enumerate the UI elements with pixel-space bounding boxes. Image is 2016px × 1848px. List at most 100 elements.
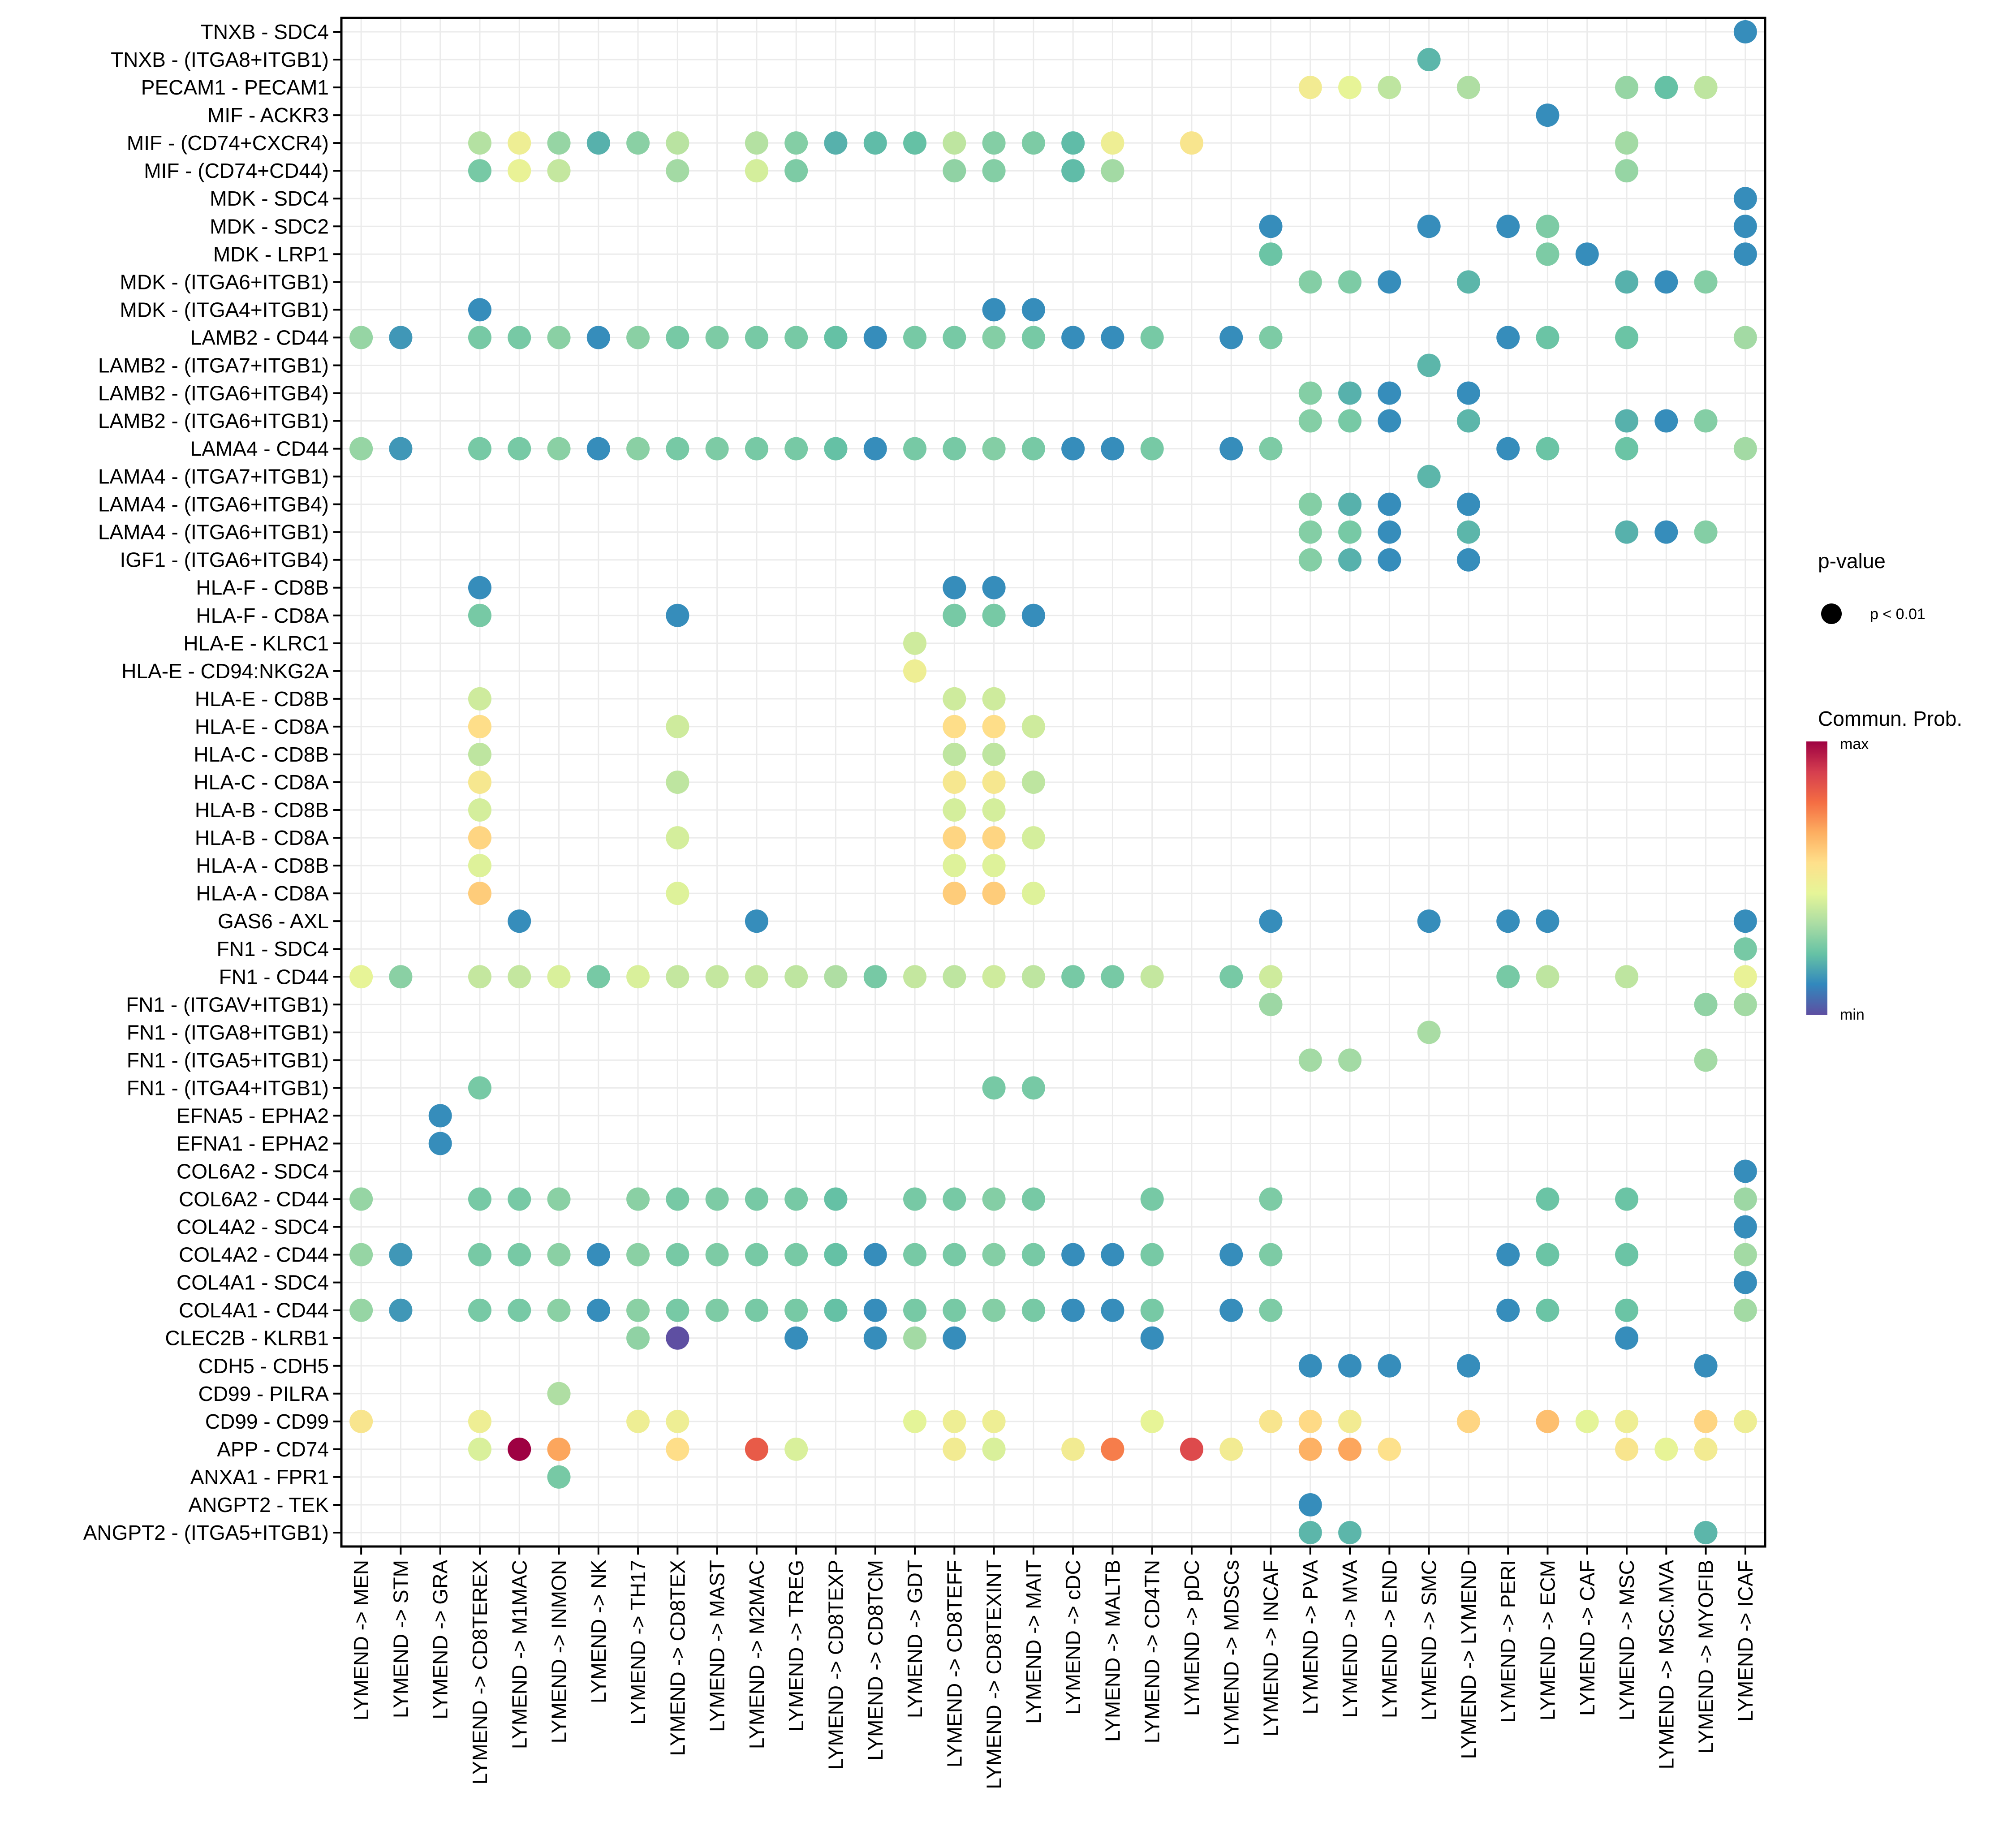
data-point: [943, 1187, 966, 1211]
data-point: [824, 1243, 848, 1266]
x-tick-label: LYMEND -> CAF: [1576, 1560, 1599, 1716]
data-point: [982, 1298, 1006, 1322]
data-point: [1536, 1409, 1559, 1433]
data-point: [1456, 1409, 1480, 1433]
data-point: [349, 1243, 373, 1266]
data-point: [1654, 76, 1678, 99]
data-point: [1061, 1243, 1085, 1266]
data-point: [903, 131, 927, 155]
data-point: [1417, 215, 1441, 238]
data-point: [1140, 1243, 1164, 1266]
data-point: [1733, 1298, 1757, 1322]
x-tick-label: LYMEND -> MEN: [349, 1560, 373, 1720]
legend-size-title: p-value: [1818, 549, 1886, 573]
data-point: [1694, 993, 1718, 1017]
data-point: [428, 1104, 452, 1128]
data-point: [1259, 242, 1283, 266]
data-point: [1021, 131, 1045, 155]
data-point: [943, 1409, 966, 1433]
x-tick-label: LYMEND -> MYOFIB: [1694, 1560, 1718, 1753]
data-point: [903, 631, 927, 655]
data-point: [1021, 771, 1045, 794]
data-point: [1733, 937, 1757, 961]
data-point: [943, 159, 966, 183]
data-point: [943, 965, 966, 989]
data-point: [1298, 1437, 1322, 1461]
data-point: [547, 1465, 571, 1489]
data-point: [1140, 1409, 1164, 1433]
data-point: [468, 131, 491, 155]
data-point: [389, 1243, 413, 1266]
data-point: [508, 326, 531, 349]
data-point: [468, 798, 491, 822]
data-point: [1259, 1298, 1283, 1322]
data-point: [1615, 131, 1639, 155]
data-point: [626, 1187, 650, 1211]
data-point: [586, 131, 610, 155]
data-point: [349, 326, 373, 349]
data-point: [1694, 1521, 1718, 1544]
data-point: [1378, 270, 1401, 294]
data-point: [784, 1187, 808, 1211]
data-point: [1219, 326, 1243, 349]
data-point: [1219, 965, 1243, 989]
data-point: [349, 1298, 373, 1322]
x-tick-label: LYMEND -> TREG: [784, 1560, 808, 1732]
y-tick-label: TNXB - (ITGA8+ITGB1): [111, 48, 329, 71]
data-point: [1378, 1354, 1401, 1378]
data-point: [349, 437, 373, 461]
data-point: [666, 965, 689, 989]
data-point: [784, 159, 808, 183]
data-point: [705, 965, 729, 989]
data-point: [547, 159, 571, 183]
data-point: [508, 1243, 531, 1266]
data-point: [1259, 1243, 1283, 1266]
data-point: [745, 965, 768, 989]
data-point: [1298, 76, 1322, 99]
data-point: [468, 882, 491, 905]
data-point: [1733, 187, 1757, 211]
data-point: [508, 437, 531, 461]
data-point: [1456, 520, 1480, 544]
data-point: [508, 159, 531, 183]
data-point: [1259, 993, 1283, 1017]
data-point: [943, 603, 966, 627]
data-point: [943, 798, 966, 822]
y-tick-label: MIF - (CD74+CD44): [144, 159, 329, 182]
data-point: [666, 715, 689, 738]
data-point: [1694, 409, 1718, 433]
data-point: [1259, 215, 1283, 238]
x-tick-label: LYMEND -> CD8TEX: [666, 1560, 689, 1756]
data-point: [943, 437, 966, 461]
data-point: [982, 576, 1006, 599]
y-tick-label: COL6A2 - CD44: [179, 1188, 329, 1211]
data-point: [705, 437, 729, 461]
data-point: [626, 326, 650, 349]
y-tick-label: MDK - SDC2: [210, 215, 329, 238]
data-point: [943, 1298, 966, 1322]
data-point: [1575, 1409, 1599, 1433]
data-point: [1298, 548, 1322, 572]
data-point: [1615, 76, 1639, 99]
data-point: [1694, 1409, 1718, 1433]
data-point: [943, 576, 966, 599]
x-tick-label: LYMEND -> CD8TEXP: [824, 1560, 847, 1770]
data-point: [705, 326, 729, 349]
data-point: [1021, 1076, 1045, 1100]
data-point: [784, 326, 808, 349]
x-tick-label: LYMEND -> MDSCs: [1219, 1560, 1243, 1745]
data-point: [626, 1326, 650, 1350]
data-point: [1101, 437, 1124, 461]
y-tick-label: LAMB2 - (ITGA6+ITGB4): [98, 381, 329, 405]
data-point: [1733, 1243, 1757, 1266]
data-point: [1021, 298, 1045, 322]
y-axis: TNXB - SDC4 TNXB - (ITGA8+ITGB1) PECAM1 - …: [83, 20, 341, 1544]
data-point: [943, 326, 966, 349]
data-point: [468, 1243, 491, 1266]
data-point: [1061, 1437, 1085, 1461]
data-point: [982, 1243, 1006, 1266]
data-point: [1417, 48, 1441, 72]
data-point: [666, 826, 689, 850]
data-point: [1180, 1437, 1203, 1461]
data-point: [1654, 1437, 1678, 1461]
